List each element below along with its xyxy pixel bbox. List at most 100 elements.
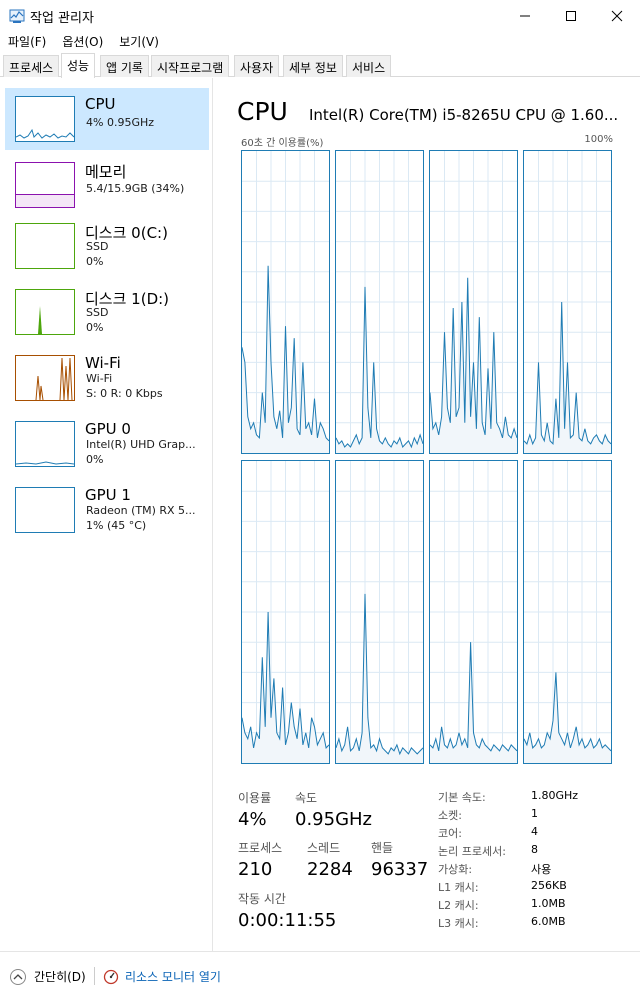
gpu-1-thumbnail [15, 487, 75, 533]
sidebar-item-title: 디스크 1(D:) [85, 290, 170, 308]
threads-label: 스레드 [307, 841, 341, 855]
spec-label: 기본 속도: [438, 791, 486, 804]
uptime-label: 작동 시간 [238, 892, 286, 906]
logical-processor-graphs [241, 150, 613, 764]
sidebar-item-cpu[interactable]: CPU 4% 0.95GHz [5, 88, 209, 150]
spec-label: 소켓: [438, 809, 462, 822]
spec-value: 6.0MB [531, 915, 566, 928]
footer-divider [94, 967, 95, 985]
sidebar-item-title: 메모리 [85, 163, 127, 181]
graph-caption: 60초 간 이용률(%) [241, 138, 324, 149]
spec-value: 1 [531, 807, 538, 820]
sidebar-item-title: GPU 0 [85, 420, 131, 438]
processes-label: 프로세스 [238, 841, 283, 855]
wifi-thumbnail [15, 355, 75, 401]
utilization-line [335, 286, 424, 449]
footer-bar: 간단히(D) 리소스 모니터 열기 [0, 951, 640, 1003]
sidebar-item-title: Wi-Fi [85, 354, 121, 372]
sidebar-item-type: SSD [86, 306, 109, 319]
sidebar-item-detail: 1% (45 °C) [86, 519, 147, 532]
logical-processor-graph [523, 150, 612, 454]
sidebar-item-memory[interactable]: 메모리 5.4/15.9GB (34%) [5, 154, 209, 216]
spec-label: L1 캐시: [438, 881, 479, 894]
menu-bar: 파일(F) 옵션(O) 보기(V) [0, 31, 640, 51]
resource-monitor-icon [103, 969, 119, 984]
sidebar-item-type: Intel(R) UHD Grap... [86, 438, 196, 451]
sidebar-item-type: SSD [86, 240, 109, 253]
sidebar-item-type: Radeon (TM) RX 5... [86, 504, 196, 517]
graph-max-label: 100% [584, 134, 613, 145]
sidebar-item-title: GPU 1 [85, 486, 131, 504]
sidebar-item-disk-0[interactable]: 디스크 0(C:) SSD 0% [5, 215, 209, 277]
sidebar-item-detail: 0% [86, 255, 104, 268]
sidebar-item-title: CPU [85, 95, 116, 113]
spec-value: 4 [531, 825, 538, 838]
handles-label: 핸들 [371, 841, 394, 855]
close-icon [611, 10, 623, 21]
sidebar-item-disk-1[interactable]: 디스크 1(D:) SSD 0% [5, 281, 209, 343]
sidebar-item-detail: 0% [86, 321, 104, 334]
tab-performance[interactable]: 성능 [61, 53, 96, 78]
disk-0-thumbnail [15, 223, 75, 269]
utilization-line [523, 672, 612, 752]
minimize-button[interactable] [502, 0, 548, 31]
tab-startup[interactable]: 시작프로그램 [151, 55, 230, 77]
sidebar-item-gpu-1[interactable]: GPU 1 Radeon (TM) RX 5... 1% (45 °C) [5, 479, 209, 541]
spec-value: 8 [531, 843, 538, 856]
logical-processor-graph [335, 460, 424, 764]
cpu-thumbnail [15, 96, 75, 142]
logical-processor-graph [523, 460, 612, 764]
cpu-detail-panel: CPU Intel(R) Core(TM) i5-8265U CPU @ 1.6… [214, 78, 640, 951]
speed-label: 속도 [295, 791, 318, 805]
menu-view[interactable]: 보기(V) [119, 35, 159, 49]
tab-strip: 프로세스 성능 앱 기록 시작프로그램 사용자 세부 정보 서비스 [0, 53, 640, 78]
sidebar-item-wifi[interactable]: Wi-Fi Wi-Fi S: 0 R: 0 Kbps [5, 347, 209, 409]
spec-label: 논리 프로세서: [438, 845, 506, 858]
title-bar[interactable]: 작업 관리자 [0, 0, 640, 31]
speed-value: 0.95GHz [295, 809, 373, 830]
fewer-details-label: 간단히(D) [34, 970, 86, 984]
utilization-label: 이용률 [238, 791, 272, 805]
utilization-line [241, 265, 330, 442]
tab-app-history[interactable]: 앱 기록 [100, 55, 149, 77]
gpu-0-thumbnail [15, 421, 75, 467]
tab-processes[interactable]: 프로세스 [3, 55, 60, 77]
sidebar-item-title: 디스크 0(C:) [85, 224, 168, 242]
fewer-details-button[interactable]: 간단히(D) [10, 968, 86, 985]
resource-sidebar: CPU 4% 0.95GHz 메모리 5.4/15.9GB (34%) 디스크 … [0, 78, 213, 951]
cpu-model-name: Intel(R) Core(TM) i5-8265U CPU @ 1.60... [309, 106, 619, 124]
utilization-line [429, 642, 518, 752]
processes-value: 210 [238, 859, 273, 880]
handles-value: 96337 [371, 859, 429, 880]
chevron-up-icon [10, 968, 26, 985]
resource-monitor-link[interactable]: 리소스 모니터 열기 [103, 968, 221, 985]
menu-file[interactable]: 파일(F) [8, 35, 47, 49]
tab-services[interactable]: 서비스 [346, 55, 392, 77]
spec-value: 사용 [531, 863, 552, 876]
logical-processor-graph [335, 150, 424, 454]
page-title: CPU [237, 97, 288, 126]
tab-details[interactable]: 세부 정보 [283, 55, 343, 77]
menu-options[interactable]: 옵션(O) [62, 35, 104, 49]
resource-monitor-label: 리소스 모니터 열기 [125, 970, 221, 984]
disk-1-thumbnail [15, 289, 75, 335]
utilization-line [523, 301, 612, 446]
memory-thumbnail [15, 162, 75, 208]
utilization-line [335, 593, 424, 756]
sidebar-item-gpu-0[interactable]: GPU 0 Intel(R) UHD Grap... 0% [5, 413, 209, 475]
utilization-line [429, 277, 518, 439]
logical-processor-graph [429, 460, 518, 764]
spec-label: L2 캐시: [438, 899, 479, 912]
spec-label: 가상화: [438, 863, 473, 876]
logical-processor-graph [429, 150, 518, 454]
spec-value: 256KB [531, 879, 567, 892]
task-manager-icon [9, 9, 25, 23]
logical-processor-graph [241, 460, 330, 764]
sidebar-item-detail: 5.4/15.9GB (34%) [86, 182, 185, 195]
spec-value: 1.80GHz [531, 789, 579, 802]
maximize-button[interactable] [548, 0, 594, 31]
tab-users[interactable]: 사용자 [234, 55, 280, 77]
uptime-value: 0:00:11:55 [238, 910, 337, 931]
spec-label: 코어: [438, 827, 462, 840]
close-button[interactable] [594, 0, 640, 31]
